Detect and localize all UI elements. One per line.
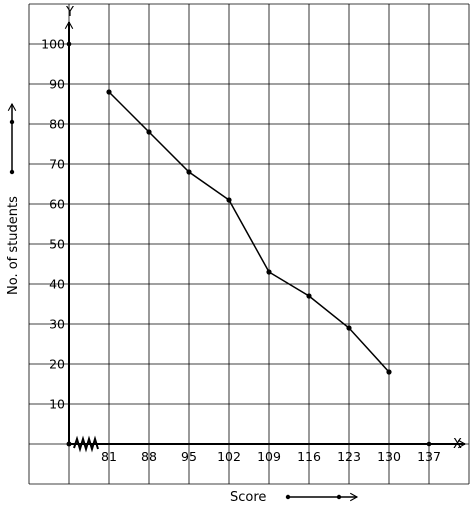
data-point bbox=[346, 325, 352, 331]
tick-labels: 81 88 95 102 109 116 123 130 137 10 20 30 40 50 60 70 80… bbox=[41, 37, 441, 465]
y-tick-label: 50 bbox=[49, 237, 65, 252]
x-direction-arrow-icon bbox=[285, 492, 359, 502]
x-tick-label: 102 bbox=[217, 449, 241, 464]
data-point bbox=[306, 293, 312, 299]
y-tick-label: 40 bbox=[49, 277, 65, 292]
y-tick-label: 90 bbox=[49, 77, 65, 92]
grid bbox=[28, 3, 470, 485]
y-axis-title: No. of students bbox=[6, 196, 21, 295]
data-point bbox=[106, 89, 112, 95]
data-point bbox=[266, 269, 272, 275]
x-tick-label: 88 bbox=[141, 449, 157, 464]
origin-dot bbox=[66, 441, 72, 447]
x-tick-label: 123 bbox=[337, 449, 361, 464]
data-point bbox=[226, 197, 232, 203]
x-tick-label: 81 bbox=[101, 449, 117, 464]
y-tick-label: 20 bbox=[49, 357, 65, 372]
data-point bbox=[146, 129, 152, 135]
x-tick-label: 116 bbox=[297, 449, 321, 464]
x-tick-label: 109 bbox=[257, 449, 281, 464]
x-tick-dot bbox=[426, 441, 432, 447]
x-axis-title: Score bbox=[230, 490, 266, 505]
x-tick-label: 130 bbox=[377, 449, 401, 464]
data-series bbox=[106, 89, 392, 375]
x-axis-break bbox=[73, 435, 99, 453]
y-tick-label: 60 bbox=[49, 197, 65, 212]
x-tick-label: 137 bbox=[417, 449, 441, 464]
y-direction-arrow-icon bbox=[7, 102, 17, 175]
data-point bbox=[186, 169, 192, 175]
y-tick-dot bbox=[66, 41, 72, 47]
axes bbox=[64, 20, 467, 449]
axis-break-zigzag bbox=[73, 435, 99, 453]
x-tick-label: 95 bbox=[181, 449, 197, 464]
y-tick-label: 80 bbox=[49, 117, 65, 132]
series-line bbox=[108, 91, 390, 373]
y-tick-label: 30 bbox=[49, 317, 65, 332]
x-axis-letter: X bbox=[453, 437, 462, 452]
data-point bbox=[386, 369, 392, 375]
y-axis-letter: Y bbox=[65, 5, 74, 20]
y-tick-label: 100 bbox=[41, 37, 65, 52]
y-tick-label: 10 bbox=[49, 397, 65, 412]
y-tick-label: 70 bbox=[49, 157, 65, 172]
